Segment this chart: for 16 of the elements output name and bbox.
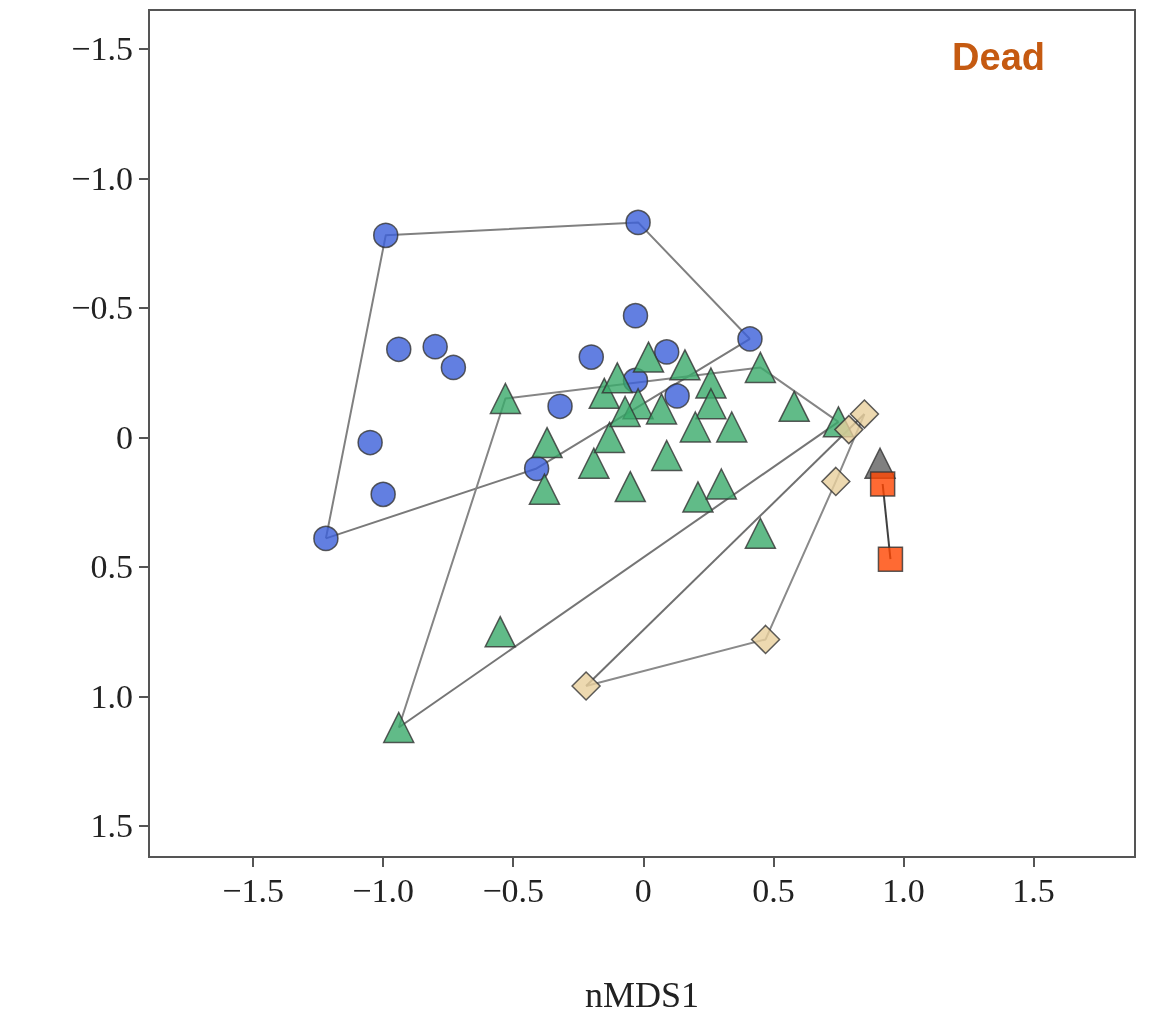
x-tick-label: 0	[634, 871, 652, 909]
x-axis-title: nMDS1	[584, 975, 700, 1015]
x-tick-label: −0.5	[482, 871, 545, 909]
x-tick-label: −1.0	[352, 871, 414, 909]
x-tick-label: 1.5	[1012, 871, 1055, 909]
y-tick-label: 1.0	[90, 677, 133, 715]
y-tick-label: −1.0	[71, 159, 133, 197]
annotation: Dead	[952, 36, 1045, 78]
x-tick-label: 0.5	[752, 871, 795, 909]
y-tick-label: −0.5	[71, 289, 133, 327]
y-tick-label: 1.5	[90, 807, 133, 845]
y-tick-label: 0.5	[90, 548, 133, 586]
x-tick-label: 1.0	[882, 871, 925, 909]
y-tick-label: −1.5	[71, 30, 133, 68]
x-tick-label: −1.5	[222, 871, 284, 909]
y-tick-label: 0	[116, 418, 133, 456]
